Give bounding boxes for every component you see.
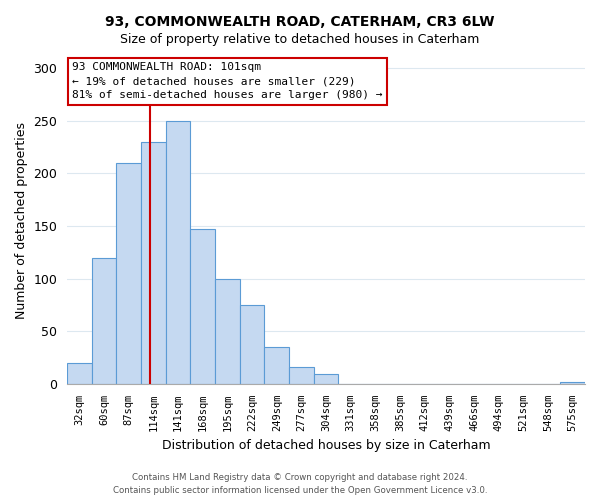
Bar: [190, 229, 215, 384]
Text: 93, COMMONWEALTH ROAD, CATERHAM, CR3 6LW: 93, COMMONWEALTH ROAD, CATERHAM, CR3 6LW: [105, 15, 495, 29]
Bar: [265, 347, 289, 384]
Bar: [166, 120, 190, 384]
Bar: [314, 374, 338, 384]
Bar: [67, 363, 92, 384]
Bar: [289, 367, 314, 384]
Text: Contains HM Land Registry data © Crown copyright and database right 2024.
Contai: Contains HM Land Registry data © Crown c…: [113, 474, 487, 495]
X-axis label: Distribution of detached houses by size in Caterham: Distribution of detached houses by size …: [162, 440, 490, 452]
Text: 93 COMMONWEALTH ROAD: 101sqm
← 19% of detached houses are smaller (229)
81% of s: 93 COMMONWEALTH ROAD: 101sqm ← 19% of de…: [73, 62, 383, 100]
Bar: [240, 305, 265, 384]
Y-axis label: Number of detached properties: Number of detached properties: [15, 122, 28, 319]
Bar: [215, 278, 240, 384]
Bar: [92, 258, 116, 384]
Text: Size of property relative to detached houses in Caterham: Size of property relative to detached ho…: [121, 32, 479, 46]
Bar: [116, 163, 141, 384]
Bar: [560, 382, 585, 384]
Bar: [141, 142, 166, 384]
